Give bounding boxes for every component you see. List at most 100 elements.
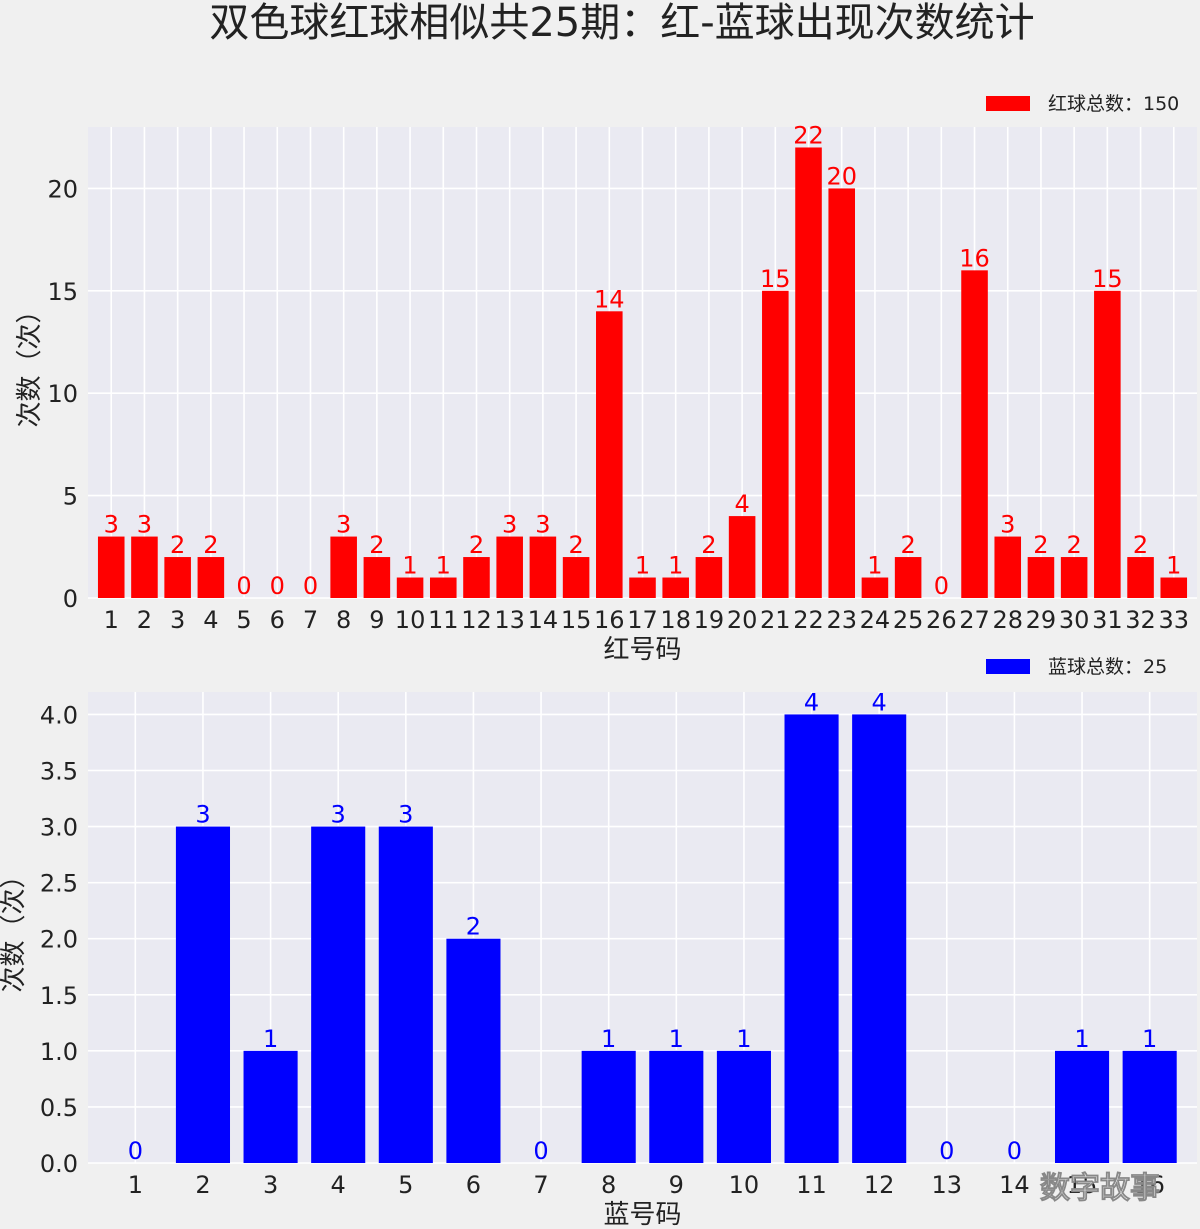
- bar: [695, 557, 723, 598]
- legend-swatch: [986, 96, 1030, 111]
- x-tick-label: 1: [128, 1171, 143, 1199]
- data-label: 3: [535, 511, 550, 539]
- bar: [662, 577, 689, 598]
- x-tick-label: 2: [137, 606, 152, 634]
- data-label: 2: [170, 531, 185, 559]
- bar: [994, 536, 1022, 598]
- x-tick-label: 15: [1067, 1171, 1098, 1199]
- data-label: 15: [1092, 265, 1123, 293]
- x-tick-label: 12: [864, 1171, 895, 1199]
- x-tick-label: 29: [1026, 606, 1057, 634]
- data-label: 1: [1142, 1025, 1157, 1053]
- bar: [649, 1050, 704, 1163]
- bar: [894, 557, 922, 598]
- bar: [429, 577, 457, 598]
- data-label: 1: [1074, 1025, 1089, 1053]
- x-tick-label: 6: [466, 1171, 481, 1199]
- y-tick-label: 10: [47, 380, 78, 408]
- data-label: 2: [466, 913, 481, 941]
- bar: [762, 290, 789, 598]
- bar: [175, 826, 231, 1163]
- bar: [463, 557, 490, 598]
- chart-title: 双色球红球相似共25期：红-蓝球出现次数统计: [209, 0, 1034, 46]
- data-label: 3: [1000, 511, 1015, 539]
- x-axis-label: 红号码: [603, 635, 681, 665]
- data-label: 3: [502, 511, 517, 539]
- y-axis-label: 次数（次）: [0, 862, 29, 992]
- bar: [629, 577, 656, 598]
- data-label: 0: [128, 1137, 143, 1165]
- data-label: 1: [668, 552, 683, 580]
- y-tick-label: 3.5: [40, 758, 78, 786]
- data-label: 4: [804, 688, 819, 716]
- blue-ball-chart: 0.00.51.01.52.02.53.03.54.00132133435260…: [0, 656, 1197, 1229]
- x-tick-label: 12: [461, 606, 492, 634]
- bar: [97, 536, 125, 598]
- red-ball-chart: 0510152031322324050607382911011121231331…: [15, 93, 1197, 665]
- y-tick-label: 0.5: [40, 1094, 78, 1122]
- bar: [861, 577, 889, 598]
- x-tick-label: 13: [494, 606, 525, 634]
- x-tick-label: 19: [694, 606, 725, 634]
- bar: [596, 311, 623, 598]
- data-label: 3: [137, 511, 152, 539]
- legend-swatch: [986, 659, 1030, 674]
- x-tick-label: 1: [104, 606, 119, 634]
- data-label: 0: [270, 572, 285, 600]
- x-tick-label: 30: [1059, 606, 1090, 634]
- x-tick-label: 4: [203, 606, 218, 634]
- data-label: 0: [939, 1137, 954, 1165]
- y-tick-label: 2.0: [40, 926, 78, 954]
- x-tick-label: 14: [528, 606, 559, 634]
- bar: [131, 536, 158, 598]
- data-label: 1: [601, 1025, 616, 1053]
- y-tick-label: 15: [47, 278, 78, 306]
- bar: [446, 938, 501, 1163]
- data-label: 16: [959, 244, 990, 272]
- bar: [164, 557, 191, 598]
- bar: [784, 714, 839, 1163]
- x-tick-label: 24: [860, 606, 891, 634]
- data-label: 1: [669, 1025, 684, 1053]
- x-tick-label: 18: [660, 606, 691, 634]
- x-tick-label: 6: [270, 606, 285, 634]
- bar: [581, 1050, 636, 1163]
- y-tick-label: 1.5: [40, 982, 78, 1010]
- y-tick-label: 4.0: [40, 701, 78, 729]
- data-label: 0: [236, 572, 251, 600]
- x-tick-label: 27: [959, 606, 990, 634]
- data-label: 3: [331, 801, 346, 829]
- y-tick-label: 1.0: [40, 1038, 78, 1066]
- data-label: 2: [369, 531, 384, 559]
- bar: [728, 516, 756, 598]
- bar: [197, 557, 225, 598]
- data-label: 3: [398, 801, 413, 829]
- x-tick-label: 7: [303, 606, 318, 634]
- x-tick-label: 8: [601, 1171, 616, 1199]
- watermark: 数字故事: [1040, 1171, 1160, 1206]
- bar: [1094, 290, 1121, 598]
- bar: [396, 577, 424, 598]
- bar: [852, 714, 907, 1163]
- y-tick-label: 20: [47, 175, 78, 203]
- y-tick-label: 0: [63, 585, 78, 613]
- data-label: 3: [336, 511, 351, 539]
- x-tick-label: 15: [561, 606, 592, 634]
- x-tick-label: 5: [236, 606, 251, 634]
- x-tick-label: 7: [533, 1171, 548, 1199]
- data-label: 1: [1166, 552, 1181, 580]
- data-label: 1: [263, 1025, 278, 1053]
- data-label: 15: [760, 265, 791, 293]
- x-tick-label: 14: [999, 1171, 1030, 1199]
- legend-label: 红球总数：150: [1048, 93, 1179, 115]
- bar: [1160, 577, 1188, 598]
- bar: [828, 188, 856, 598]
- data-label: 2: [203, 531, 218, 559]
- legend-label: 蓝球总数：25: [1048, 656, 1167, 678]
- data-label: 2: [1067, 531, 1082, 559]
- x-tick-label: 33: [1158, 606, 1189, 634]
- bar: [1060, 557, 1088, 598]
- x-tick-label: 28: [992, 606, 1023, 634]
- bar: [529, 536, 557, 598]
